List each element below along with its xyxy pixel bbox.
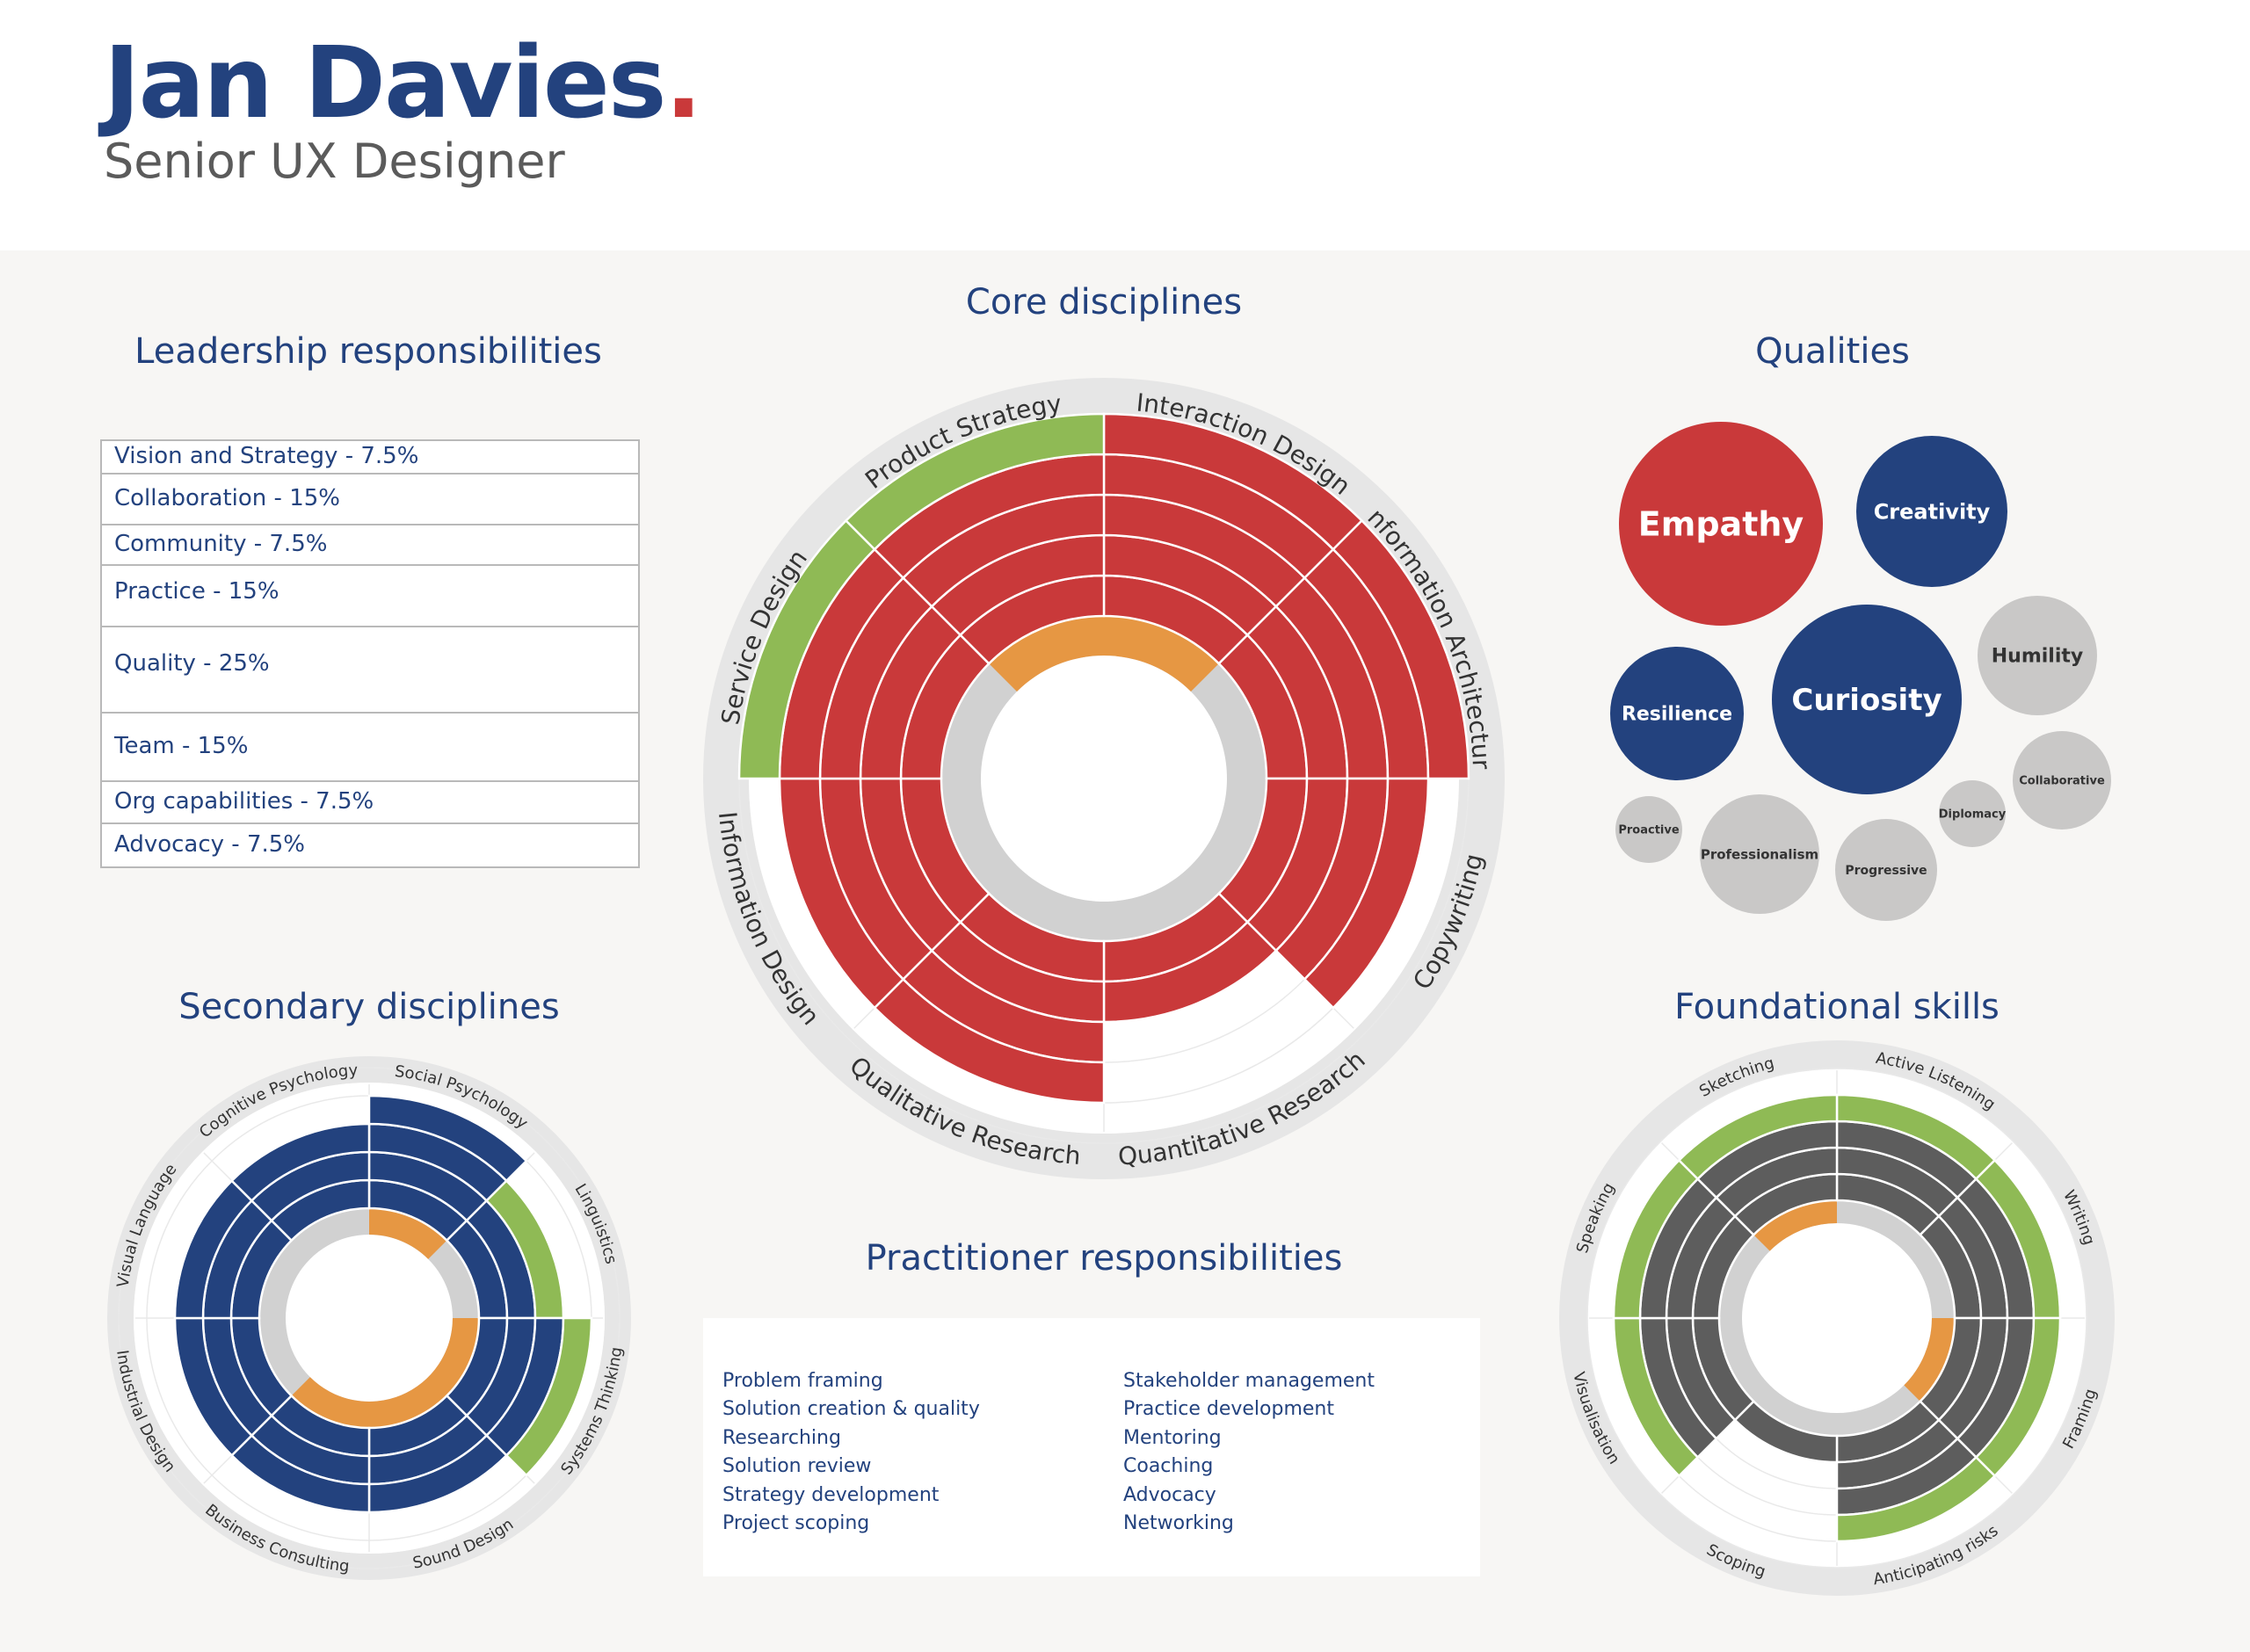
foundational-bar-segment <box>1677 1093 1839 1181</box>
secondary-current-focus-arc <box>369 1208 447 1259</box>
leadership-table: Vision and Strategy - 7.5% Collaboration… <box>100 439 640 868</box>
quality-bubble <box>1978 596 2097 715</box>
practitioner-item: Networking <box>1123 1511 1234 1534</box>
practitioner-item: Practice development <box>1123 1398 1334 1421</box>
job-title: Senior UX Designer <box>104 134 565 189</box>
quality-label: Curiosity <box>1791 683 1942 718</box>
quality-label: Humility <box>1992 646 2083 668</box>
quality-label: Progressive <box>1845 864 1927 878</box>
quality-label: Creativity <box>1874 499 1991 524</box>
quality-bubble <box>1610 647 1744 780</box>
person-name: Jan Davies. <box>104 26 703 141</box>
practitioner-item: Researching <box>722 1426 841 1449</box>
secondary-bar-segment <box>229 1122 371 1203</box>
foundational-grid-circle <box>1586 1068 2087 1569</box>
quality-label: Empathy <box>1638 504 1804 543</box>
quality-bubble <box>1939 780 2006 847</box>
core-current-focus-arc <box>989 616 1219 692</box>
practitioner-item: Strategy development <box>722 1483 940 1506</box>
leadership-title: Leadership responsibilities <box>134 331 602 372</box>
practitioner-column-left: Problem framing Solution creation & qual… <box>722 1367 980 1538</box>
core-bar-segment <box>1303 777 1430 1010</box>
leadership-row: Community - 7.5% <box>102 525 638 566</box>
quality-label: Professionalism <box>1701 846 1818 862</box>
quality-label: Collaborative <box>2019 775 2105 788</box>
foundational-label-ring <box>1559 1040 2115 1596</box>
name-dot: . <box>664 26 703 141</box>
foundational-title: Foundational skills <box>1674 987 2000 1027</box>
practitioner-item: Solution creation & quality <box>722 1398 980 1421</box>
practitioner-item: Solution review <box>722 1455 872 1478</box>
leadership-row: Vision and Strategy - 7.5% <box>102 441 638 475</box>
core-label-ring <box>703 378 1505 1179</box>
leadership-row: Advocacy - 7.5% <box>114 831 306 859</box>
foundational-radial-chart: Active ListeningWritingFramingAnticipati… <box>1559 1040 2115 1596</box>
practitioner-item: Advocacy <box>1123 1483 1216 1506</box>
quality-bubble <box>1615 796 1682 863</box>
practitioner-title: Practitioner responsibilities <box>865 1238 1343 1279</box>
quality-bubble <box>1700 794 1819 914</box>
header: Jan Davies. Senior UX Designer <box>0 0 2250 250</box>
qualities-bubbles: Empathy Creativity Humility Curiosity Resili… <box>1610 422 2111 921</box>
practitioner-column-right: Stakeholder management Practice developm… <box>1123 1367 1375 1538</box>
secondary-label-ring <box>107 1056 631 1580</box>
core-title: Core disciplines <box>965 282 1243 322</box>
core-bar-segment <box>844 412 1106 551</box>
quality-label: Proactive <box>1618 824 1679 837</box>
leadership-row: Quality - 25% <box>102 627 638 714</box>
leadership-row: Org capabilities - 7.5% <box>102 782 638 824</box>
leadership-row: Team - 15% <box>102 714 638 782</box>
quality-bubble <box>1619 422 1823 626</box>
leadership-row: Practice - 15% <box>102 566 638 627</box>
quality-bubble <box>1835 819 1937 921</box>
secondary-title: Secondary disciplines <box>178 987 560 1027</box>
quality-bubble <box>2013 731 2111 830</box>
practitioner-item: Project scoping <box>722 1511 870 1534</box>
qualities-title: Qualities <box>1755 331 1910 372</box>
foundational-current-focus-arc <box>1753 1200 1837 1251</box>
practitioner-item: Mentoring <box>1123 1426 1222 1449</box>
practitioner-item: Problem framing <box>722 1370 883 1392</box>
foundational-bar-segment <box>1835 1455 1997 1543</box>
quality-bubble <box>1856 436 2007 587</box>
quality-label: Diplomacy <box>1939 808 2007 822</box>
foundational-current-focus-arc <box>1904 1318 1955 1402</box>
practitioner-item: Coaching <box>1123 1455 1214 1478</box>
quality-label: Resilience <box>1622 704 1732 726</box>
practitioner-item: Stakeholder management <box>1123 1370 1375 1392</box>
quality-bubble <box>1772 605 1962 794</box>
secondary-grid-circle <box>118 1067 621 1569</box>
leadership-row: Collaboration - 15% <box>102 475 638 525</box>
core-bar-segment <box>1332 518 1470 780</box>
practitioner-box: Problem framing Solution creation & qual… <box>703 1318 1480 1576</box>
secondary-current-focus-arc <box>291 1318 479 1428</box>
core-radial-chart: Interaction DesignInformation Architectu… <box>0 0 1505 1179</box>
